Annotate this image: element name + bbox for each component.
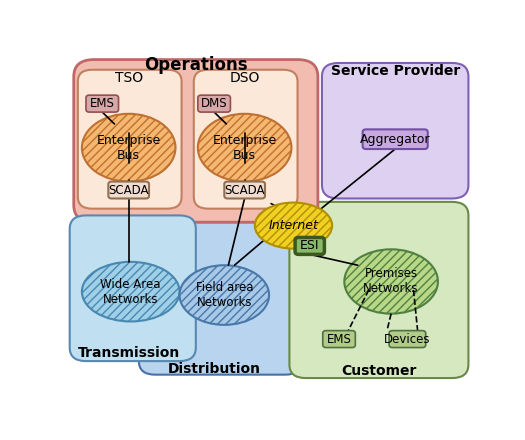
- FancyBboxPatch shape: [224, 182, 265, 198]
- Ellipse shape: [344, 249, 438, 314]
- FancyBboxPatch shape: [363, 129, 428, 149]
- Text: Enterprise
Bus: Enterprise Bus: [97, 134, 161, 161]
- FancyBboxPatch shape: [108, 182, 149, 198]
- FancyBboxPatch shape: [194, 70, 298, 209]
- Text: EMS: EMS: [90, 97, 114, 110]
- Ellipse shape: [198, 114, 291, 182]
- FancyBboxPatch shape: [198, 95, 230, 112]
- Ellipse shape: [255, 202, 332, 249]
- Text: Operations: Operations: [144, 55, 248, 73]
- FancyBboxPatch shape: [139, 222, 302, 375]
- FancyBboxPatch shape: [322, 63, 468, 198]
- Text: DMS: DMS: [201, 97, 227, 110]
- FancyBboxPatch shape: [86, 95, 119, 112]
- Text: Aggregator: Aggregator: [360, 133, 430, 146]
- Text: DSO: DSO: [229, 71, 260, 85]
- Text: TSO: TSO: [114, 71, 143, 85]
- Text: Devices: Devices: [384, 333, 430, 345]
- Ellipse shape: [180, 265, 269, 325]
- FancyBboxPatch shape: [323, 330, 355, 348]
- FancyBboxPatch shape: [289, 202, 468, 378]
- FancyBboxPatch shape: [70, 216, 196, 361]
- Text: SCADA: SCADA: [224, 183, 265, 197]
- Ellipse shape: [82, 114, 175, 182]
- Text: ESI: ESI: [300, 239, 320, 253]
- FancyBboxPatch shape: [74, 59, 318, 222]
- Text: Internet: Internet: [269, 219, 318, 232]
- FancyBboxPatch shape: [295, 238, 324, 254]
- Text: Enterprise
Bus: Enterprise Bus: [213, 134, 277, 161]
- Text: Transmission: Transmission: [78, 346, 180, 359]
- Text: Premises
Networks: Premises Networks: [363, 268, 419, 296]
- Text: SCADA: SCADA: [109, 183, 149, 197]
- Text: Customer: Customer: [341, 364, 417, 378]
- Ellipse shape: [82, 262, 180, 322]
- FancyBboxPatch shape: [78, 70, 182, 209]
- Text: EMS: EMS: [327, 333, 351, 345]
- Text: Field area
Networks: Field area Networks: [195, 281, 253, 309]
- Text: Wide Area
Networks: Wide Area Networks: [100, 278, 161, 306]
- Text: Distribution: Distribution: [167, 362, 260, 376]
- Text: Service Provider: Service Provider: [331, 64, 460, 78]
- FancyBboxPatch shape: [389, 330, 426, 348]
